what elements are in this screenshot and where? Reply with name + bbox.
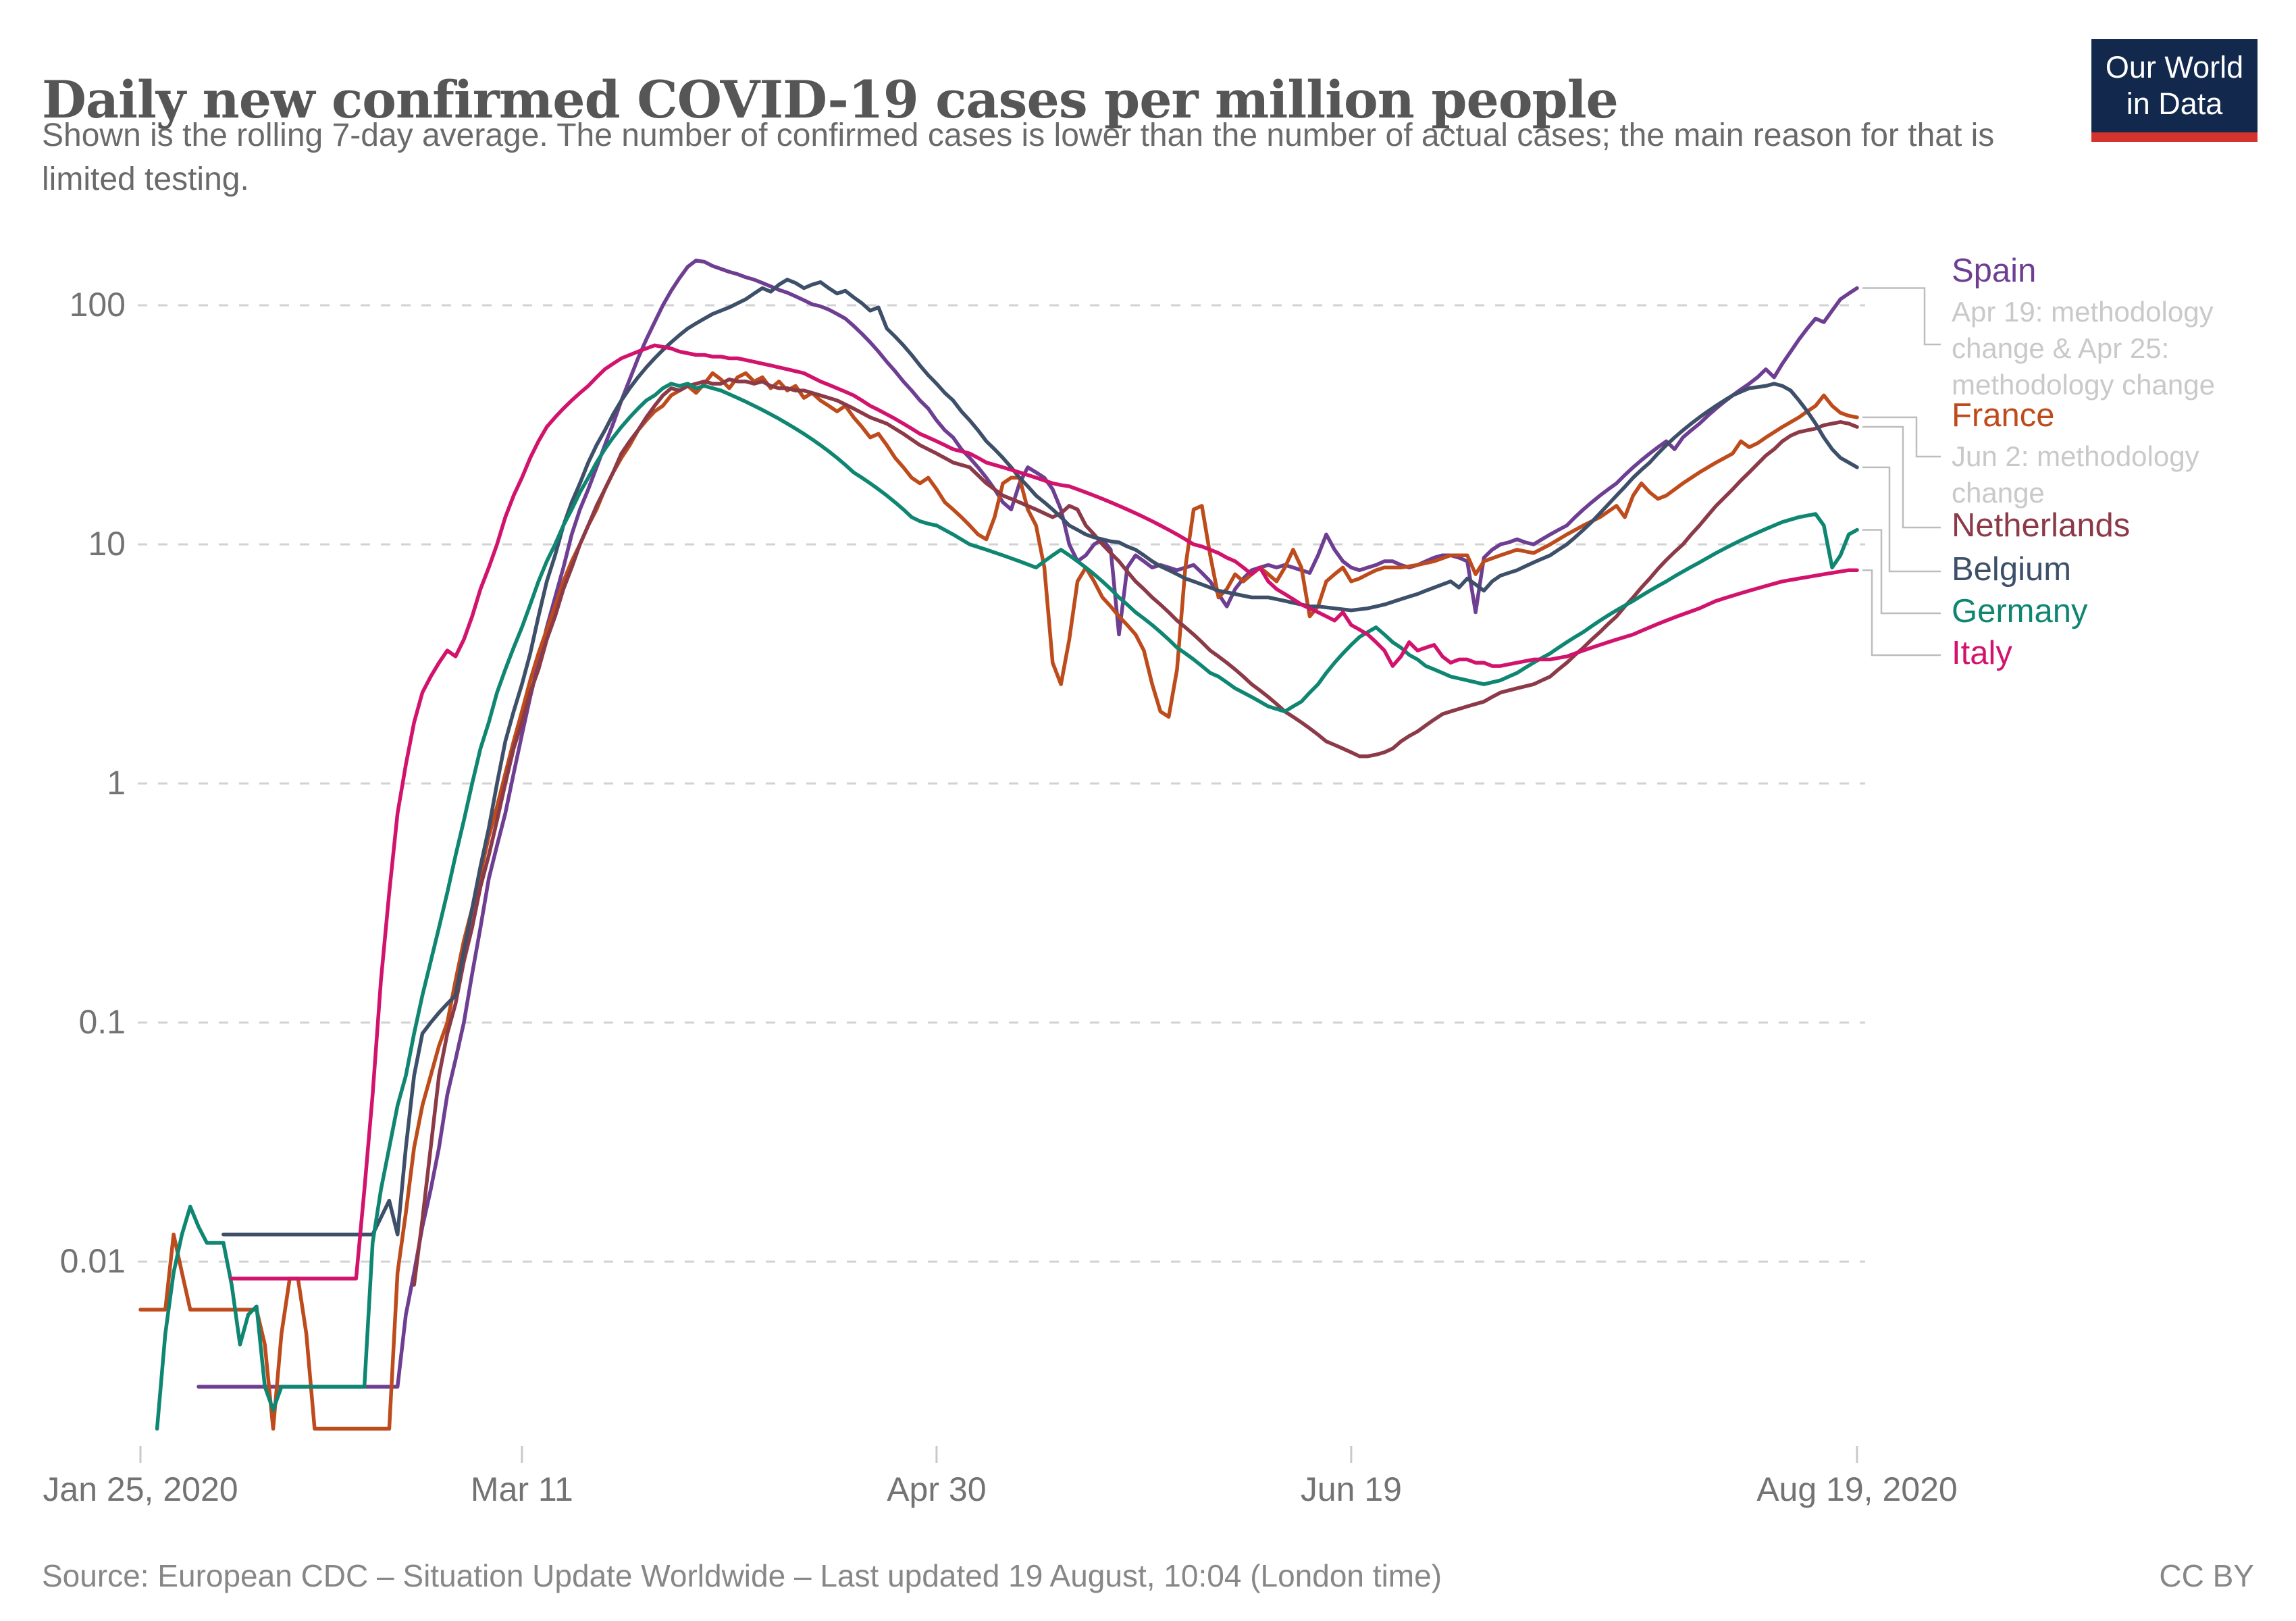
legend-connector-germany: [1862, 529, 1941, 615]
owid-logo-line2: in Data: [2126, 86, 2223, 121]
legend-connector-belgium: [1862, 466, 1941, 573]
license-link[interactable]: CC BY: [2159, 1558, 2254, 1593]
x-tick-label-mar-11: Mar 11: [470, 1470, 573, 1508]
chart-title: Daily new confirmed COVID-19 cases per m…: [42, 69, 1619, 130]
series-line-france: [138, 371, 1859, 1431]
x-tick-label-aug-19-2020: Aug 19, 2020: [1756, 1470, 1958, 1508]
x-tick-label-jun-19: Jun 19: [1300, 1470, 1402, 1508]
legend-item-italy[interactable]: Italy: [1952, 635, 2012, 671]
legend-connector-italy: [1862, 569, 1941, 657]
series-line-belgium: [221, 278, 1859, 1237]
series-line-germany: [155, 382, 1859, 1431]
series-line-netherlands: [412, 377, 1859, 1287]
owid-logo[interactable]: Our World in Data: [2091, 39, 2258, 142]
y-tick-label-100: 100: [69, 286, 126, 324]
x-tick-label-apr-30: Apr 30: [887, 1470, 987, 1508]
legend-connector-lines: [1862, 287, 1941, 657]
owid-logo-line1: Our World: [2105, 50, 2244, 84]
legend-note-spain: Apr 19: methodology change & Apr 25: met…: [1952, 296, 2215, 401]
legend-note-france: Jun 2: methodology change: [1952, 440, 2199, 509]
legend-connector-spain: [1862, 287, 1941, 346]
x-axis-ticks: [139, 1446, 1858, 1463]
gridlines: [138, 304, 1865, 1263]
legend-connector-france: [1862, 416, 1941, 458]
chart-subtitle: Shown is the rolling 7-day average. The …: [42, 118, 1995, 197]
series-lines: [138, 258, 1859, 1431]
source-note: Source: European CDC – Situation Update …: [42, 1558, 1442, 1593]
legend-item-belgium[interactable]: Belgium: [1952, 551, 2072, 588]
y-tick-label-1: 1: [107, 764, 126, 802]
y-tick-label-0.1: 0.1: [78, 1003, 126, 1041]
legend-connector-netherlands: [1862, 426, 1941, 529]
legend-item-germany[interactable]: Germany: [1952, 593, 2088, 629]
series-line-spain: [197, 258, 1859, 1389]
series-line-italy: [230, 343, 1859, 1281]
legend-item-france[interactable]: France: [1952, 397, 2055, 434]
legend-item-netherlands[interactable]: Netherlands: [1952, 507, 2131, 544]
legend-item-spain[interactable]: Spain: [1952, 253, 2037, 289]
y-tick-label-0.01: 0.01: [59, 1242, 126, 1280]
x-tick-label-jan-25-2020: Jan 25, 2020: [43, 1470, 238, 1508]
y-tick-label-10: 10: [88, 525, 126, 563]
